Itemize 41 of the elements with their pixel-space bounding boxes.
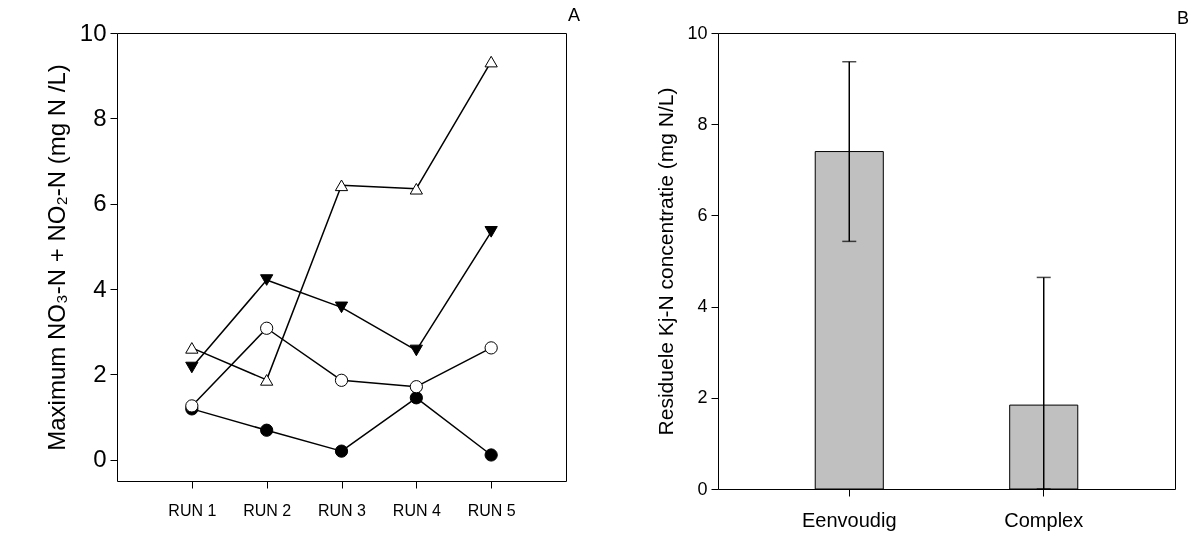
- point: [185, 342, 199, 354]
- y-tick-label: 2: [697, 387, 708, 408]
- y-tick-label: 2: [93, 359, 107, 387]
- x-tick-label: RUN 5: [467, 501, 516, 519]
- y-tick-label: 4: [93, 274, 107, 302]
- x-tick-label: RUN 1: [168, 501, 217, 519]
- point: [185, 361, 199, 374]
- y-tick-label: 6: [93, 189, 107, 217]
- x-tick-label: RUN 2: [243, 501, 292, 519]
- point: [409, 380, 423, 394]
- point: [260, 374, 274, 386]
- x-tick-label: RUN 3: [317, 501, 367, 519]
- x-tick-label: Eenvoudig: [802, 508, 897, 531]
- point: [260, 321, 274, 335]
- y-tick-label: 0: [93, 445, 107, 473]
- point: [260, 274, 274, 286]
- point: [260, 423, 274, 437]
- point: [334, 301, 349, 314]
- point: [484, 448, 498, 462]
- y-tick-label: 6: [697, 204, 708, 225]
- y-tick-label: 0: [697, 478, 708, 499]
- text: A: [567, 5, 580, 25]
- y-axis-title: Maximum NO₃-N + NO₂-N (mg N /L): [42, 64, 70, 451]
- x-tick-label: Complex: [1004, 508, 1084, 531]
- point: [484, 341, 498, 355]
- point: [334, 444, 349, 458]
- point: [484, 226, 498, 238]
- point: [484, 55, 498, 68]
- point: [334, 179, 349, 192]
- y-tick-label: 8: [697, 113, 708, 134]
- y-tick-label: 8: [93, 103, 107, 131]
- point: [409, 391, 423, 405]
- y-axis-title: Residuele Kj-N concentratie (mg N/L): [654, 87, 678, 436]
- point: [409, 182, 423, 195]
- y-tick-label: 4: [697, 296, 708, 317]
- y-tick-label: 10: [687, 22, 708, 43]
- x-tick-label: RUN 4: [392, 501, 441, 519]
- text: B: [1176, 8, 1189, 28]
- y-tick-label: 10: [79, 18, 107, 46]
- point: [334, 373, 349, 387]
- point: [409, 344, 423, 357]
